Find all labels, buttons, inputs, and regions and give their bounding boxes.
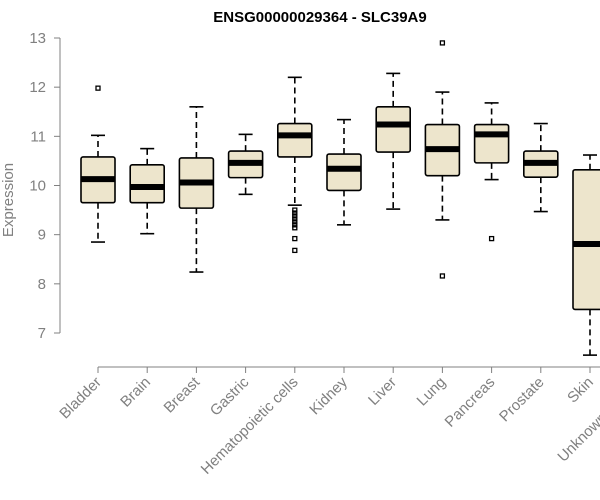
box-group xyxy=(375,72,412,210)
outlier-point xyxy=(292,219,298,225)
box-group xyxy=(326,118,362,226)
box xyxy=(326,153,362,192)
outlier-point xyxy=(292,222,298,228)
box-group xyxy=(424,40,461,279)
x-tick-label: Hematopoietic cells xyxy=(198,374,302,478)
x-tick-label: Kidney xyxy=(306,373,351,418)
box-group xyxy=(80,85,116,243)
outlier-point xyxy=(292,216,298,222)
box xyxy=(375,106,412,153)
box-group xyxy=(522,122,559,213)
box xyxy=(129,164,165,204)
x-tick-label: Bladder xyxy=(56,374,105,423)
y-tick-label: 10 xyxy=(29,178,46,195)
y-tick-label: 11 xyxy=(30,128,46,145)
box xyxy=(276,122,313,158)
box-group xyxy=(473,102,510,242)
box-group xyxy=(227,133,264,196)
y-tick-label: 12 xyxy=(29,79,46,96)
outlier-point xyxy=(292,213,298,219)
chart-title: ENSG00000029364 - SLC39A9 xyxy=(213,9,426,26)
outlier-point xyxy=(292,210,298,216)
box xyxy=(473,123,510,164)
x-tick-label: Skin xyxy=(564,374,597,407)
outlier-point xyxy=(292,235,298,242)
outlier-point xyxy=(439,40,446,46)
box-group xyxy=(129,147,165,235)
y-axis: 7 8 9 10 11 12 13 xyxy=(29,30,61,342)
y-tick-label: 13 xyxy=(29,30,46,47)
outlier-point xyxy=(292,207,298,213)
box-group xyxy=(178,106,215,273)
x-tick-label: Breast xyxy=(161,373,204,416)
box-group xyxy=(276,76,313,254)
boxes-layer xyxy=(80,40,600,356)
outlier-point xyxy=(95,85,101,91)
outlier-point xyxy=(292,247,298,254)
x-tick-label: Gastric xyxy=(207,373,253,419)
x-tick-label: Brain xyxy=(117,374,154,411)
x-tick-label: Pancreas xyxy=(442,374,499,431)
x-tick-label: Lung xyxy=(414,374,450,410)
outlier-point xyxy=(292,225,298,231)
box xyxy=(572,168,600,311)
y-tick-label: 8 xyxy=(38,276,46,293)
x-tick-label: Liver xyxy=(365,374,400,409)
y-tick-label: 7 xyxy=(38,325,46,342)
outlier-point xyxy=(488,235,495,242)
y-axis-label: Expression xyxy=(0,163,17,237)
box-group xyxy=(572,154,600,356)
x-tick-label: Prostate xyxy=(496,374,548,426)
y-tick-label: 9 xyxy=(38,227,46,244)
outlier-point xyxy=(439,273,446,279)
